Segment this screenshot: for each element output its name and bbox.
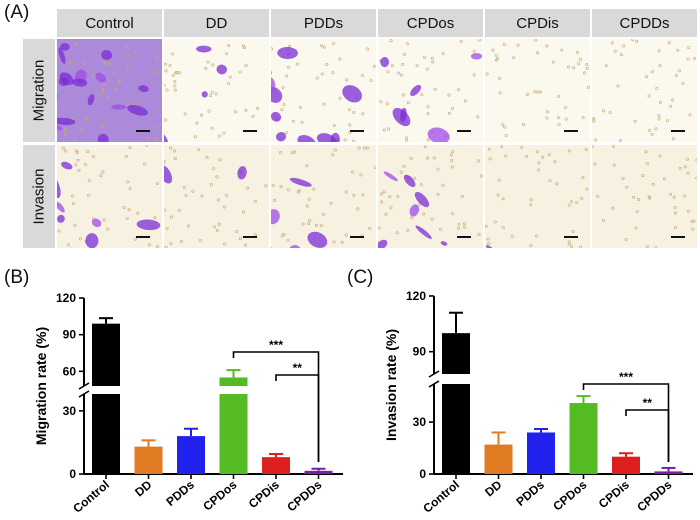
y-tick-label: 120 <box>56 291 76 305</box>
bar-pdds <box>527 432 555 474</box>
migration-chart: 0 30 60 90 120 Migration rate (%) Control DD PDD… <box>33 291 343 516</box>
scale-bar <box>243 236 257 238</box>
significance-bracket <box>625 409 670 462</box>
bar-dd <box>134 446 163 474</box>
micrograph-invasion-cpdis <box>485 145 590 248</box>
bar-cpdos-upper <box>219 377 248 386</box>
scale-bar <box>671 236 685 238</box>
micrograph-migration-pdds <box>271 39 376 142</box>
micrograph-migration-dd <box>164 39 269 142</box>
x-tick-label-dd: DD <box>132 477 155 499</box>
scale-bar <box>457 236 471 238</box>
significance-label: ** <box>643 396 653 410</box>
column-header-dd: DD <box>164 9 269 37</box>
column-header-cpdds: CPDDs <box>592 9 697 37</box>
axis-break-mark <box>428 370 440 378</box>
x-tick-label-control: Control <box>420 478 462 516</box>
x-tick-label-cpdos: CPDos <box>200 477 239 513</box>
scale-bar <box>457 130 471 132</box>
column-header-control: Control <box>57 9 162 37</box>
y-tick-label: 0 <box>69 467 76 481</box>
axis-break-mark <box>78 382 90 390</box>
y-tick-label: 0 <box>419 467 426 481</box>
micrograph-migration-cpdis <box>485 39 590 142</box>
micrograph-invasion-cpdos <box>378 145 483 248</box>
bar-cpdds <box>304 470 333 474</box>
bar-control-upper <box>92 323 120 386</box>
micrograph-invasion-control <box>57 145 162 248</box>
micrograph-invasion-cpdds <box>592 145 697 248</box>
x-tick-label-pdds: PDDs <box>163 477 197 509</box>
scale-bar <box>564 130 578 132</box>
bar-dd <box>484 444 513 474</box>
bar-pdds <box>177 436 205 474</box>
panel-label-c: (C) <box>347 267 374 288</box>
micrograph-migration-cpdds <box>592 39 697 142</box>
y-tick-label: 30 <box>63 404 77 418</box>
row-header-migration: Migration <box>23 39 55 142</box>
bar-control <box>92 394 120 474</box>
x-tick-label-cpdds: CPDDs <box>284 477 324 514</box>
x-tick-label-cpdos: CPDos <box>550 477 589 513</box>
y-tick-label: 90 <box>413 345 427 359</box>
significance-label: *** <box>619 370 633 384</box>
panel-label-a: (A) <box>4 2 30 23</box>
x-tick-label-cpdds: CPDDs <box>634 477 674 514</box>
significance-label: ** <box>293 361 303 375</box>
column-header-cpdis: CPDis <box>485 9 590 37</box>
micrograph-migration-cpdos <box>378 39 483 142</box>
y-axis-label: Invasion rate (%) <box>383 329 399 441</box>
column-header-cpdos: CPDos <box>378 9 483 37</box>
scale-bar <box>350 236 364 238</box>
column-header-pdds: PDDs <box>271 9 376 37</box>
row-header-invasion: Invasion <box>23 145 55 248</box>
x-tick-label-cpdis: CPDis <box>246 477 282 511</box>
significance-bracket <box>275 374 320 462</box>
x-tick-label-pdds: PDDs <box>513 477 547 509</box>
y-tick-label: 90 <box>63 328 77 342</box>
y-axis-label: Migration rate (%) <box>33 327 49 445</box>
bar-cpdos <box>569 403 598 474</box>
scale-bar <box>243 130 257 132</box>
y-tick-label: 120 <box>406 289 426 303</box>
micrograph-migration-control <box>57 39 162 142</box>
micrograph-invasion-pdds <box>271 145 376 248</box>
bar-cpdds <box>654 471 683 474</box>
scale-bar <box>136 130 150 132</box>
bar-cpdis <box>612 456 640 474</box>
y-tick-label: 60 <box>63 364 77 378</box>
bar-control <box>442 384 470 474</box>
x-tick-label-control: Control <box>70 478 112 516</box>
panel-label-b: (B) <box>4 267 30 288</box>
significance-label: *** <box>269 338 283 352</box>
scale-bar <box>671 130 685 132</box>
x-tick-label-cpdis: CPDis <box>596 477 632 511</box>
y-tick-label: 30 <box>413 415 427 429</box>
scale-bar <box>564 236 578 238</box>
x-tick-label-dd: DD <box>482 477 505 499</box>
axis-break-mark <box>428 380 440 388</box>
axis-break-mark <box>78 390 90 398</box>
scale-bar <box>136 236 150 238</box>
bar-cpdis <box>262 457 290 474</box>
scale-bar <box>350 130 364 132</box>
bar-control-upper <box>442 333 470 374</box>
micrograph-invasion-dd <box>164 145 269 248</box>
bar-cpdos <box>219 394 248 474</box>
